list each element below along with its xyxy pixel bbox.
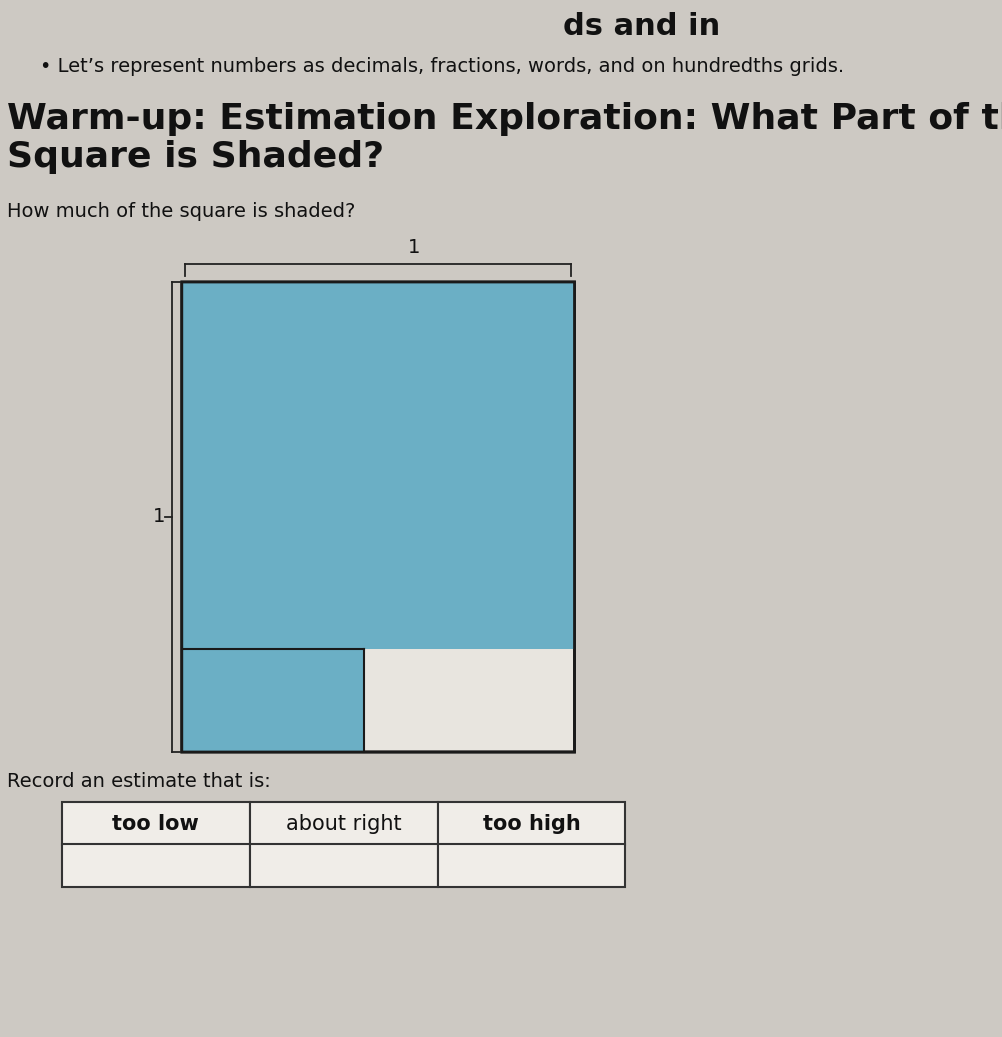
Text: about right: about right — [286, 813, 402, 834]
Text: Record an estimate that is:: Record an estimate that is: — [7, 772, 271, 791]
Bar — [438, 802, 625, 845]
Text: How much of the square is shaded?: How much of the square is shaded? — [7, 202, 356, 221]
Text: 1: 1 — [409, 239, 421, 257]
Bar — [62, 844, 249, 887]
Text: too high: too high — [483, 813, 580, 834]
Polygon shape — [181, 282, 574, 752]
Bar — [62, 802, 249, 845]
Bar — [249, 802, 438, 845]
FancyBboxPatch shape — [181, 282, 574, 752]
Bar — [249, 844, 438, 887]
Text: Warm-up: Estimation Exploration: What Part of the
Square is Shaded?: Warm-up: Estimation Exploration: What Pa… — [7, 102, 1002, 174]
Text: ds and in: ds and in — [563, 12, 720, 41]
Text: • Let’s represent numbers as decimals, fractions, words, and on hundredths grids: • Let’s represent numbers as decimals, f… — [40, 57, 844, 76]
Bar — [438, 844, 625, 887]
Text: too low: too low — [112, 813, 199, 834]
Text: 1: 1 — [152, 507, 165, 527]
